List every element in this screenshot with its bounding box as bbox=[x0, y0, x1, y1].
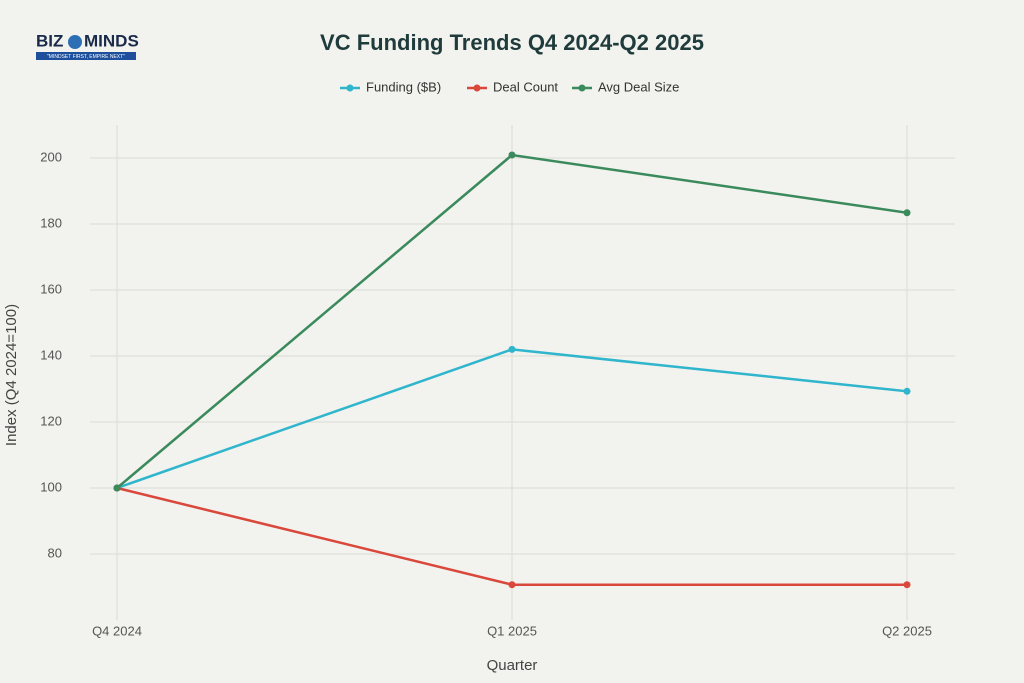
y-tick-label: 80 bbox=[48, 545, 62, 560]
point bbox=[508, 345, 516, 353]
legend-swatch bbox=[346, 84, 354, 92]
logo-tagline: "MINDSET FIRST, EMPIRE NEXT" bbox=[47, 54, 125, 60]
point bbox=[113, 484, 121, 492]
y-tick-label: 140 bbox=[40, 347, 62, 362]
y-tick-label: 180 bbox=[40, 215, 62, 230]
logo-text: BIZ bbox=[36, 31, 63, 50]
logo: BIZ MINDS "MINDSET FIRST, EMPIRE NEXT" bbox=[36, 31, 139, 60]
y-tick-label: 200 bbox=[40, 149, 62, 164]
legend-swatch bbox=[578, 84, 586, 92]
legend-label: Funding ($B) bbox=[366, 79, 441, 94]
y-tick-label: 160 bbox=[40, 281, 62, 296]
legend-label: Deal Count bbox=[493, 79, 558, 94]
x-tick-label: Q1 2025 bbox=[487, 623, 537, 638]
y-tick-label: 120 bbox=[40, 413, 62, 428]
logo-text: MINDS bbox=[84, 31, 139, 50]
x-tick-label: Q2 2025 bbox=[882, 623, 932, 638]
legend-swatch bbox=[473, 84, 481, 92]
logo-banner bbox=[36, 52, 136, 60]
legend-label: Avg Deal Size bbox=[598, 79, 679, 94]
x-axis-title: Quarter bbox=[487, 657, 538, 674]
point bbox=[903, 387, 911, 395]
chart-title: VC Funding Trends Q4 2024-Q2 2025 bbox=[320, 30, 704, 55]
y-axis-title: Index (Q4 2024=100) bbox=[3, 304, 20, 446]
y-tick-label: 100 bbox=[40, 479, 62, 494]
point bbox=[903, 581, 911, 589]
point bbox=[508, 581, 516, 589]
logo-icon bbox=[68, 35, 82, 49]
point bbox=[903, 209, 911, 217]
x-tick-label: Q4 2024 bbox=[92, 623, 142, 638]
point bbox=[508, 151, 516, 159]
